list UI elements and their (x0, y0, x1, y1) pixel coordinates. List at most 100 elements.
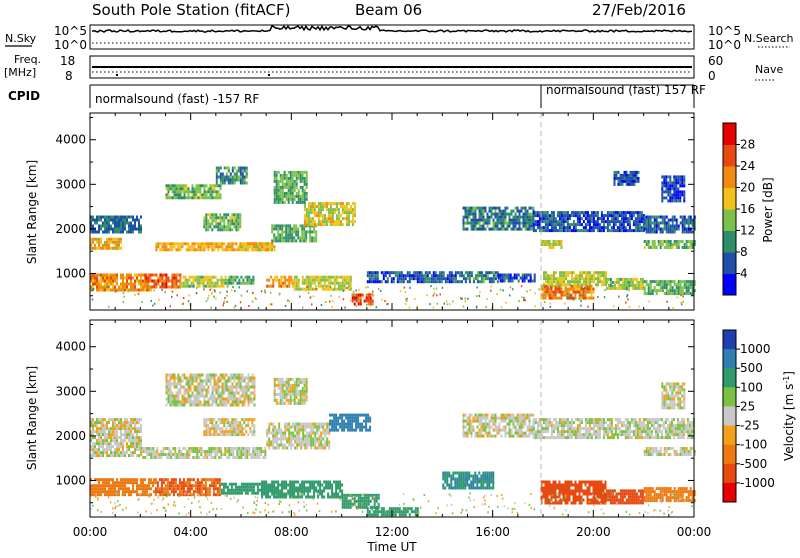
heatmap-cell (575, 297, 577, 300)
heatmap-cell (473, 225, 475, 228)
heatmap-cell (674, 289, 676, 292)
heatmap-cell (644, 228, 646, 231)
heatmap-cell (114, 277, 116, 280)
heatmap-cell (126, 478, 128, 481)
heatmap-cell (116, 219, 118, 222)
heatmap-cell (668, 487, 670, 490)
heatmap-cell (140, 481, 142, 484)
scatter-speckle (525, 299, 527, 301)
heatmap-cell (593, 214, 595, 217)
scatter-speckle (252, 301, 254, 303)
heatmap-cell (632, 498, 634, 501)
heatmap-cell (114, 418, 116, 421)
heatmap-cell (186, 196, 188, 199)
heatmap-cell (688, 280, 690, 283)
heatmap-cell (320, 220, 322, 223)
heatmap-cell (92, 418, 94, 421)
heatmap-cell (276, 201, 278, 204)
heatmap-cell (665, 178, 667, 181)
heatmap-cell (297, 227, 299, 230)
heatmap-cell (350, 503, 352, 506)
heatmap-cell (585, 493, 587, 496)
heatmap-cell (94, 484, 96, 487)
heatmap-cell (583, 211, 585, 214)
heatmap-cell (297, 481, 299, 484)
heatmap-cell (537, 220, 539, 223)
heatmap-cell (636, 177, 638, 180)
heatmap-cell (161, 248, 163, 251)
heatmap-cell (183, 487, 185, 490)
heatmap-cell (184, 196, 186, 199)
heatmap-cell (529, 225, 531, 228)
heatmap-cell (547, 214, 549, 217)
heatmap-cell (419, 274, 421, 277)
heatmap-cell (236, 176, 238, 179)
heatmap-cell (454, 481, 456, 484)
heatmap-cell (620, 174, 622, 177)
heatmap-cell (136, 490, 138, 493)
heatmap-cell (483, 277, 485, 280)
heatmap-cell (239, 213, 241, 216)
heatmap-cell (545, 223, 547, 226)
heatmap-cell (352, 297, 354, 300)
heatmap-cell (313, 496, 315, 499)
heatmap-cell (120, 433, 122, 436)
heatmap-cell (92, 493, 94, 496)
heatmap-cell (280, 189, 282, 192)
heatmap-cell (583, 226, 585, 229)
heatmap-cell (661, 181, 663, 184)
heatmap-cell (656, 216, 658, 219)
heatmap-cell (187, 484, 189, 487)
heatmap-cell (497, 213, 499, 216)
heatmap-cell (642, 284, 644, 287)
heatmap-cell (616, 495, 618, 498)
heatmap-cell (153, 481, 155, 484)
heatmap-cell (480, 484, 482, 487)
heatmap-cell (265, 484, 267, 487)
heatmap-cell (269, 484, 271, 487)
heatmap-cell (284, 192, 286, 195)
heatmap-cell (675, 184, 677, 187)
heatmap-cell (243, 242, 245, 245)
heatmap-cell (533, 226, 535, 229)
heatmap-cell (100, 439, 102, 442)
heatmap-cell (670, 283, 672, 286)
heatmap-cell (450, 478, 452, 481)
heatmap-cell (670, 490, 672, 493)
heatmap-cell (181, 242, 183, 245)
heatmap-cell (216, 193, 218, 196)
heatmap-cell (149, 277, 151, 280)
heatmap-cell (488, 484, 490, 487)
heatmap-cell (435, 271, 437, 274)
heatmap-cell (235, 492, 237, 495)
heatmap-cell (110, 439, 112, 442)
heatmap-cell (616, 287, 618, 290)
heatmap-cell (126, 274, 128, 277)
heatmap-cell (308, 276, 310, 279)
heatmap-cell (577, 291, 579, 294)
heatmap-cell (609, 229, 611, 232)
heatmap-cell (173, 493, 175, 496)
heatmap-cell (557, 223, 559, 226)
heatmap-cell (519, 213, 521, 216)
heatmap-cell (175, 283, 177, 286)
heatmap-cell (555, 220, 557, 223)
heatmap-cell (289, 481, 291, 484)
heatmap-cell (553, 243, 555, 246)
heatmap-cell (130, 280, 132, 283)
heatmap-cell (658, 222, 660, 225)
heatmap-cell (667, 187, 669, 190)
heatmap-cell (660, 243, 662, 246)
heatmap-cell (306, 180, 308, 183)
heatmap-cell (477, 280, 479, 283)
heatmap-cell (547, 499, 549, 502)
heatmap-cell (381, 280, 383, 283)
heatmap-cell (197, 276, 199, 279)
heatmap-cell (652, 289, 654, 292)
scatter-speckle (626, 288, 628, 290)
heatmap-cell (603, 214, 605, 217)
heatmap-cell (595, 211, 597, 214)
heatmap-cell (267, 248, 269, 251)
heatmap-cell (275, 481, 277, 484)
heatmap-cell (615, 211, 617, 214)
